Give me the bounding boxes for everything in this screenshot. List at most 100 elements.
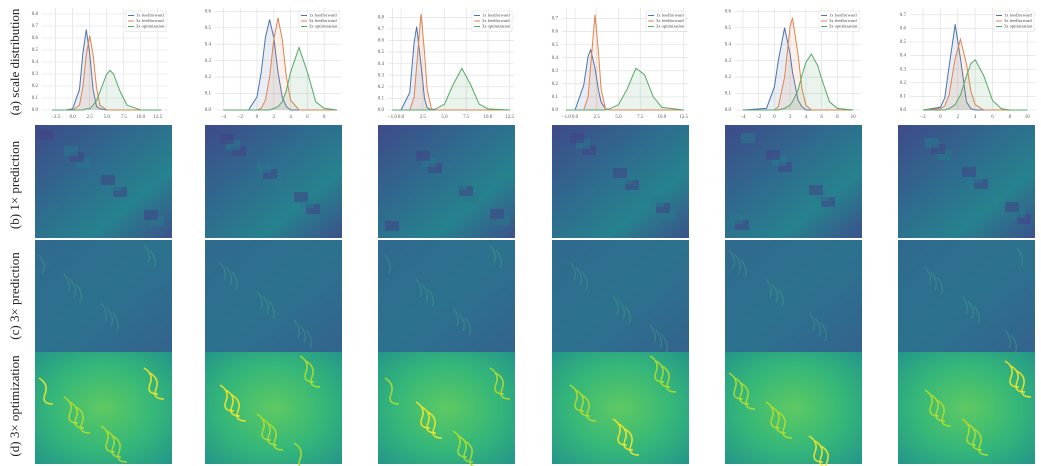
x-tick-label: −2 bbox=[920, 115, 926, 120]
row-label: (c) 3× prediction bbox=[7, 252, 22, 340]
x-tick-label: 10.0 bbox=[136, 115, 145, 120]
y-tick-label: 0.3 bbox=[725, 59, 732, 64]
x-tick-label: 5.0 bbox=[104, 115, 111, 120]
x-tick-label: −4 bbox=[221, 115, 227, 120]
legend-label: 3x feedforward bbox=[482, 18, 510, 23]
heatmap-patch bbox=[741, 133, 755, 143]
x-tick-label: 10 bbox=[851, 115, 857, 120]
heatmap-patch bbox=[766, 150, 780, 160]
y-tick-label: 0.1 bbox=[725, 92, 732, 97]
x-tick-label: 0 bbox=[256, 115, 259, 120]
heatmap bbox=[378, 240, 515, 352]
y-tick-label: 0.5 bbox=[900, 40, 907, 45]
x-tick-label: 8 bbox=[323, 115, 326, 120]
legend-label: 3x optimization bbox=[482, 24, 511, 29]
y-tick-label: 0.5 bbox=[32, 48, 39, 53]
legend-label: 3x optimization bbox=[136, 24, 165, 29]
y-tick-label: 0.0 bbox=[32, 108, 39, 113]
x-tick-label: 2.5 bbox=[420, 115, 427, 120]
y-tick-label: 0.1 bbox=[552, 95, 559, 100]
x-tick-label: 5.0 bbox=[615, 115, 622, 120]
x-tick-label: 4 bbox=[974, 115, 977, 120]
x-tick-label: −1.0 bbox=[562, 115, 572, 120]
heatmap-patch bbox=[64, 146, 78, 156]
heatmap-patch bbox=[1005, 202, 1019, 212]
y-tick-label: 0.3 bbox=[900, 67, 907, 72]
x-tick-label: 6 bbox=[820, 115, 823, 120]
y-tick-label: 0.7 bbox=[32, 24, 39, 29]
x-tick-label: −2 bbox=[756, 115, 762, 120]
legend-label: 3x feedforward bbox=[829, 18, 857, 23]
y-tick-label: 0.2 bbox=[552, 82, 559, 87]
legend-label: 1x feedforward bbox=[136, 13, 164, 18]
x-tick-label: 8 bbox=[1009, 115, 1012, 120]
legend-label: 3x optimization bbox=[829, 24, 858, 29]
y-tick-label: 0.6 bbox=[900, 27, 907, 32]
y-tick-label: 0.0 bbox=[378, 108, 385, 113]
heatmap bbox=[898, 125, 1035, 238]
y-tick-label: 0.1 bbox=[900, 95, 907, 100]
legend-label: 1x feedforward bbox=[309, 13, 337, 18]
x-tick-label: 10 bbox=[1025, 115, 1031, 120]
legend-label: 3x feedforward bbox=[656, 18, 684, 23]
heatmap-patch bbox=[809, 185, 823, 195]
x-tick-label: 12.5 bbox=[679, 115, 688, 120]
x-tick-label: 4 bbox=[289, 115, 292, 120]
legend-label: 1x feedforward bbox=[482, 13, 510, 18]
heatmap-patch bbox=[570, 133, 584, 143]
legend-label: 3x optimization bbox=[656, 24, 685, 29]
x-tick-label: 10.0 bbox=[658, 115, 667, 120]
y-tick-label: 0.4 bbox=[378, 62, 385, 67]
y-tick-label: 0.4 bbox=[552, 56, 559, 61]
x-tick-label: 7.5 bbox=[637, 115, 644, 120]
legend-label: 1x feedforward bbox=[1004, 13, 1032, 18]
heatmap bbox=[35, 240, 172, 352]
heatmap bbox=[378, 352, 515, 464]
y-tick-label: 0.6 bbox=[32, 36, 39, 41]
page: (a) scale distribution (b) 1× prediction… bbox=[0, 0, 1041, 466]
y-tick-label: 0.7 bbox=[378, 27, 385, 32]
y-tick-label: 0.3 bbox=[205, 59, 212, 64]
heatmap-patch bbox=[101, 175, 115, 185]
row-label: (a) scale distribution bbox=[7, 8, 22, 115]
y-tick-label: 0.2 bbox=[32, 84, 39, 89]
x-tick-label: 0.0 bbox=[398, 115, 405, 120]
y-tick-label: 0.8 bbox=[32, 12, 39, 17]
x-tick-label: 6 bbox=[306, 115, 309, 120]
legend-label: 1x feedforward bbox=[656, 13, 684, 18]
x-tick-label: 2 bbox=[957, 115, 960, 120]
y-tick-label: 0.2 bbox=[900, 81, 907, 86]
y-tick-label: 0.7 bbox=[552, 17, 559, 22]
y-tick-label: 0.6 bbox=[205, 9, 212, 14]
x-tick-label: −2 bbox=[238, 115, 244, 120]
y-tick-label: 0.0 bbox=[205, 108, 212, 113]
legend-label: 3x feedforward bbox=[1004, 18, 1032, 23]
x-tick-label: −1.0 bbox=[388, 115, 398, 120]
y-tick-label: 0.3 bbox=[552, 69, 559, 74]
legend-label: 3x feedforward bbox=[309, 18, 337, 23]
y-tick-label: 0.5 bbox=[205, 26, 212, 31]
heatmap bbox=[898, 240, 1035, 352]
heatmap-patch bbox=[490, 209, 504, 219]
y-tick-label: 0.6 bbox=[378, 39, 385, 44]
y-tick-label: 0.1 bbox=[378, 97, 385, 102]
y-tick-label: 0.3 bbox=[378, 73, 385, 78]
row-label: (b) 1× prediction bbox=[7, 140, 22, 229]
heatmap-patch bbox=[39, 129, 53, 139]
x-tick-label: 7.5 bbox=[463, 115, 470, 120]
y-tick-label: 0.5 bbox=[552, 43, 559, 48]
y-tick-label: 0.1 bbox=[32, 96, 39, 101]
y-tick-label: 0.0 bbox=[552, 108, 559, 113]
legend-label: 3x feedforward bbox=[136, 18, 164, 23]
y-tick-label: 0.2 bbox=[205, 75, 212, 80]
y-tick-label: 0.3 bbox=[32, 72, 39, 77]
heatmap-patch bbox=[613, 168, 627, 178]
y-tick-label: 0.1 bbox=[205, 92, 212, 97]
y-tick-label: 0.2 bbox=[725, 75, 732, 80]
y-tick-label: 0.5 bbox=[725, 26, 732, 31]
y-tick-label: 0.4 bbox=[725, 42, 732, 47]
x-tick-label: 4 bbox=[805, 115, 808, 120]
x-tick-label: 6 bbox=[991, 115, 994, 120]
y-tick-label: 0.0 bbox=[725, 108, 732, 113]
x-tick-label: 2.5 bbox=[87, 115, 94, 120]
